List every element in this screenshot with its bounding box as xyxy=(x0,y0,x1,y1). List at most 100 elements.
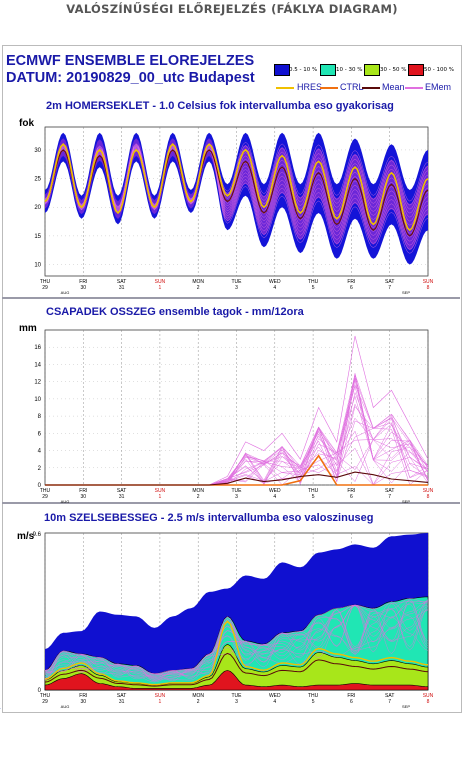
temp-date-label: 6 xyxy=(350,285,353,291)
temp-month-end: SEP xyxy=(402,290,410,295)
temp-ytick-label: 20 xyxy=(34,205,41,211)
precip-ytick-label: 4 xyxy=(38,449,42,455)
wind-date-label: 2 xyxy=(197,699,200,705)
precip-date-label: 2 xyxy=(197,494,200,500)
precip-date-label: 7 xyxy=(388,494,391,500)
precip-day-label: SUN xyxy=(423,488,434,494)
wind-member-line xyxy=(44,605,429,677)
line-swatch-0 xyxy=(276,87,294,89)
precip-date-label: 8 xyxy=(427,494,430,500)
wind-member-line xyxy=(44,604,429,683)
panel-separator-1 xyxy=(2,297,460,299)
precip-date-label: 1 xyxy=(159,494,162,500)
temp-day-label: FRI xyxy=(347,279,355,285)
wind-date-label: 8 xyxy=(427,699,430,705)
legend-label-2: 30 - 50 % xyxy=(380,67,407,73)
wind-member-line xyxy=(44,602,429,680)
wind-month-end: SEP xyxy=(402,704,410,709)
precip-day-label: WED xyxy=(269,488,281,494)
temp-day-label: FRI xyxy=(79,279,87,285)
precip-date-label: 29 xyxy=(42,494,48,500)
temp-day-label: TUE xyxy=(232,279,243,285)
temp-day-label: SUN xyxy=(423,279,434,285)
temp-date-label: 30 xyxy=(81,285,87,291)
date-location-title: DATUM: 20190829_00_utc Budapest xyxy=(6,70,255,86)
temp-day-label: SUN xyxy=(155,279,166,285)
precip-unit-label: mm xyxy=(19,323,37,334)
temp-day-label: THU xyxy=(308,279,319,285)
wind-date-label: 6 xyxy=(350,699,353,705)
precip-ytick-label: 8 xyxy=(38,414,42,420)
temp-date-label: 29 xyxy=(42,285,48,291)
wind-day-label: SAT xyxy=(385,693,394,699)
wind-ymin-label: 0 xyxy=(38,688,42,694)
line-label-2: Mean xyxy=(382,82,405,92)
precip-date-label: 31 xyxy=(119,494,125,500)
wind-day-label: MON xyxy=(192,693,204,699)
precip-day-label: TUE xyxy=(232,488,243,494)
temp-ytick-label: 15 xyxy=(34,234,41,240)
precip-month-start: AUG xyxy=(61,499,70,504)
wind-panel-title: 10m SZELSEBESSEG - 2.5 m/s intervallumba… xyxy=(44,512,374,524)
line-swatch-2 xyxy=(362,87,380,89)
wind-member-line xyxy=(44,599,429,682)
wind-day-label: TUE xyxy=(232,693,243,699)
wind-ymax-label: 9.6 xyxy=(33,532,42,538)
temp-date-label: 8 xyxy=(427,285,430,291)
temp-date-label: 31 xyxy=(119,285,125,291)
temp-hres-line xyxy=(44,143,429,232)
wind-unit-label: m/s xyxy=(17,531,35,542)
wind-day-label: THU xyxy=(308,693,319,699)
temp-panel-title: 2m HOMERSEKLET - 1.0 Celsius fok interva… xyxy=(46,100,394,112)
wind-day-label: WED xyxy=(269,693,281,699)
wind-date-label: 30 xyxy=(81,699,87,705)
wind-member-line xyxy=(44,598,429,678)
temp-day-label: THU xyxy=(40,279,51,285)
precip-day-label: SUN xyxy=(155,488,166,494)
precip-ytick-label: 2 xyxy=(38,466,42,472)
precip-day-label: FRI xyxy=(347,488,355,494)
wind-mean-line xyxy=(44,652,429,687)
temp-day-label: MON xyxy=(192,279,204,285)
wind-date-label: 5 xyxy=(312,699,315,705)
page-header: VALÓSZÍNŰSÉGI ELŐREJELZÉS (FÁKLYA DIAGRA… xyxy=(66,2,398,16)
temp-ytick-label: 10 xyxy=(34,263,41,269)
temp-day-label: SAT xyxy=(385,279,394,285)
temp-inner-band xyxy=(45,138,428,251)
wind-day-label: FRI xyxy=(347,693,355,699)
precip-day-label: THU xyxy=(40,488,51,494)
temp-member-line xyxy=(44,141,429,207)
precip-date-label: 3 xyxy=(235,494,238,500)
wind-day-label: SAT xyxy=(117,693,126,699)
temp-ytick-label: 25 xyxy=(34,177,41,183)
legend-swatch-2 xyxy=(364,64,380,76)
wind-prob-area-3 xyxy=(44,670,429,691)
precip-ytick-label: 6 xyxy=(38,431,42,437)
wind-day-label: FRI xyxy=(79,693,87,699)
wind-date-label: 1 xyxy=(159,699,162,705)
wind-day-label: THU xyxy=(40,693,51,699)
wind-member-line xyxy=(44,599,429,680)
precip-date-label: 4 xyxy=(273,494,276,500)
wind-member-line xyxy=(44,600,429,681)
precip-panel-title: CSAPADEK OSSZEG ensemble tagok - mm/12or… xyxy=(46,306,304,318)
wind-date-label: 3 xyxy=(235,699,238,705)
precip-day-label: FRI xyxy=(79,488,87,494)
precip-ytick-label: 10 xyxy=(34,397,41,403)
legend-label-3: 50 - 100 % xyxy=(424,67,454,73)
wind-hres-line xyxy=(44,620,429,686)
temp-date-label: 2 xyxy=(197,285,200,291)
footer-mark: · xyxy=(0,706,2,711)
precip-ytick-label: 0 xyxy=(38,483,42,489)
temp-unit-label: fok xyxy=(19,118,34,129)
wind-date-label: 7 xyxy=(388,699,391,705)
wind-date-label: 31 xyxy=(119,699,125,705)
temp-day-label: SAT xyxy=(117,279,126,285)
line-swatch-1 xyxy=(320,87,338,89)
legend-label-1: 10 - 30 % xyxy=(336,67,363,73)
temp-date-label: 1 xyxy=(159,285,162,291)
temp-ytick-label: 30 xyxy=(34,148,41,154)
temp-month-start: AUG xyxy=(61,290,70,295)
precip-day-label: SAT xyxy=(117,488,126,494)
